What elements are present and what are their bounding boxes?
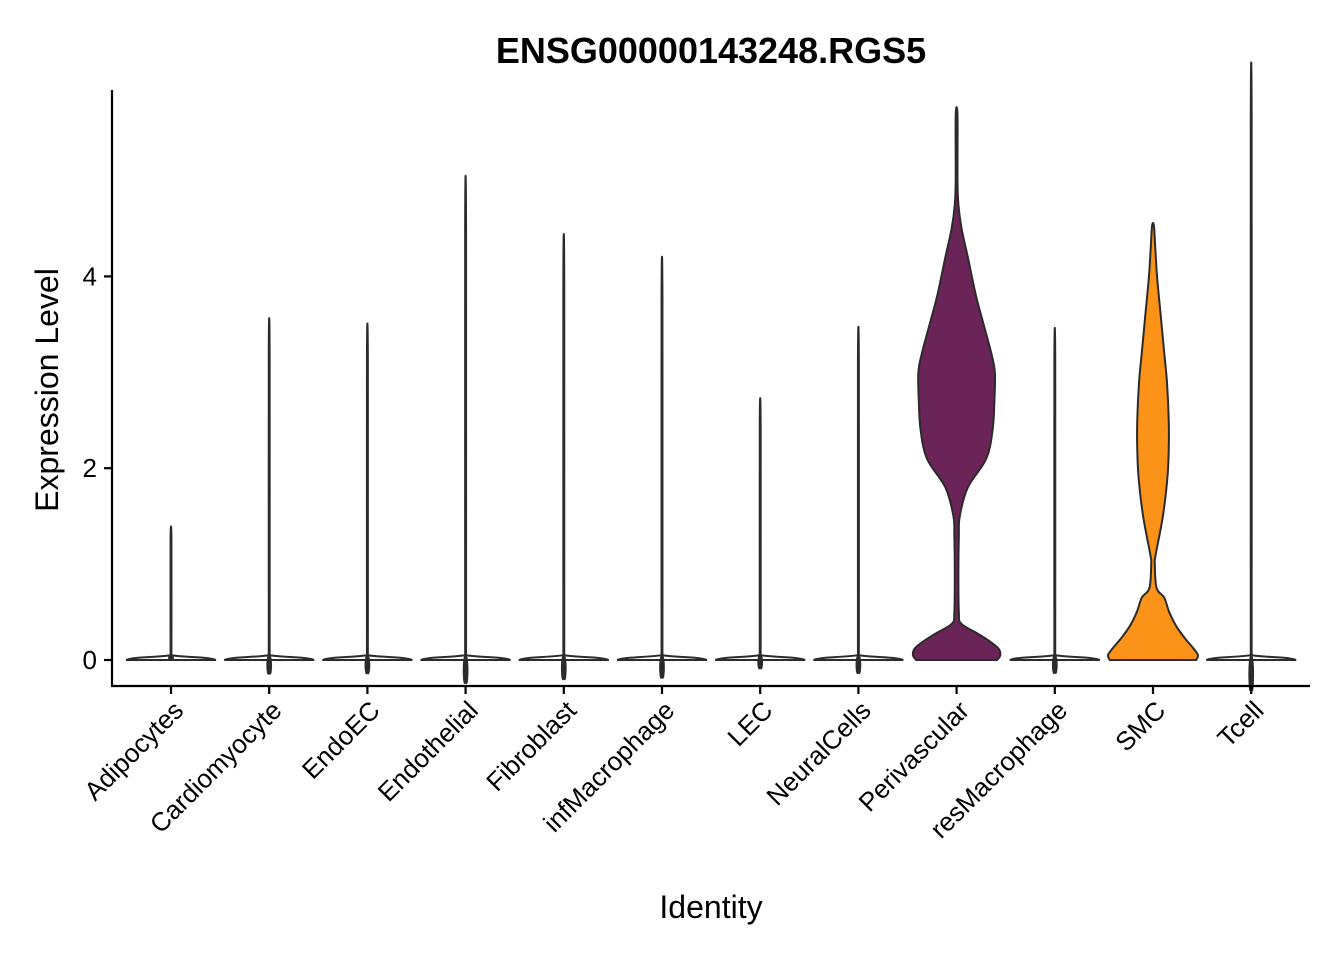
y-tick-label: 0 — [83, 645, 97, 675]
violin-resmacrophage — [1009, 326, 1101, 674]
y-axis-ticks: 0 2 4 — [83, 261, 112, 675]
x-tick-label: Tcell — [1211, 695, 1269, 753]
chart-title: ENSG00000143248.RGS5 — [496, 30, 926, 71]
violin-lec — [714, 397, 806, 670]
violin-cardiomyocyte — [223, 317, 315, 675]
x-axis-label: Identity — [659, 889, 762, 925]
x-tick-label: SMC — [1109, 695, 1171, 757]
violin-infmacrophage — [616, 255, 708, 679]
violin-adipocytes — [125, 525, 217, 662]
violin-perivascular — [911, 106, 1002, 661]
violin-endothelial — [420, 174, 511, 684]
x-tick-label: Endothelial — [372, 695, 484, 807]
violin-fibroblast — [518, 232, 610, 681]
x-tick-label: Fibroblast — [480, 694, 582, 796]
violin-neuralcells — [813, 325, 904, 675]
violin-tcell — [1205, 61, 1297, 692]
x-tick-label: LEC — [721, 695, 778, 752]
violins-group — [125, 61, 1297, 692]
violin-smc — [1106, 221, 1200, 661]
y-tick-label: 4 — [83, 261, 97, 291]
violin-endoec — [322, 322, 413, 675]
y-axis-label: Expression Level — [29, 268, 65, 512]
x-tick-label: EndoEC — [296, 695, 386, 785]
y-tick-label: 2 — [83, 453, 97, 483]
